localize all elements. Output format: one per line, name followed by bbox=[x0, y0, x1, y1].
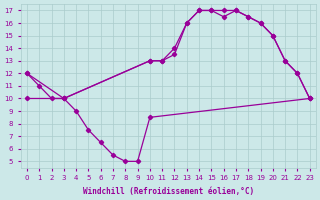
X-axis label: Windchill (Refroidissement éolien,°C): Windchill (Refroidissement éolien,°C) bbox=[83, 187, 254, 196]
